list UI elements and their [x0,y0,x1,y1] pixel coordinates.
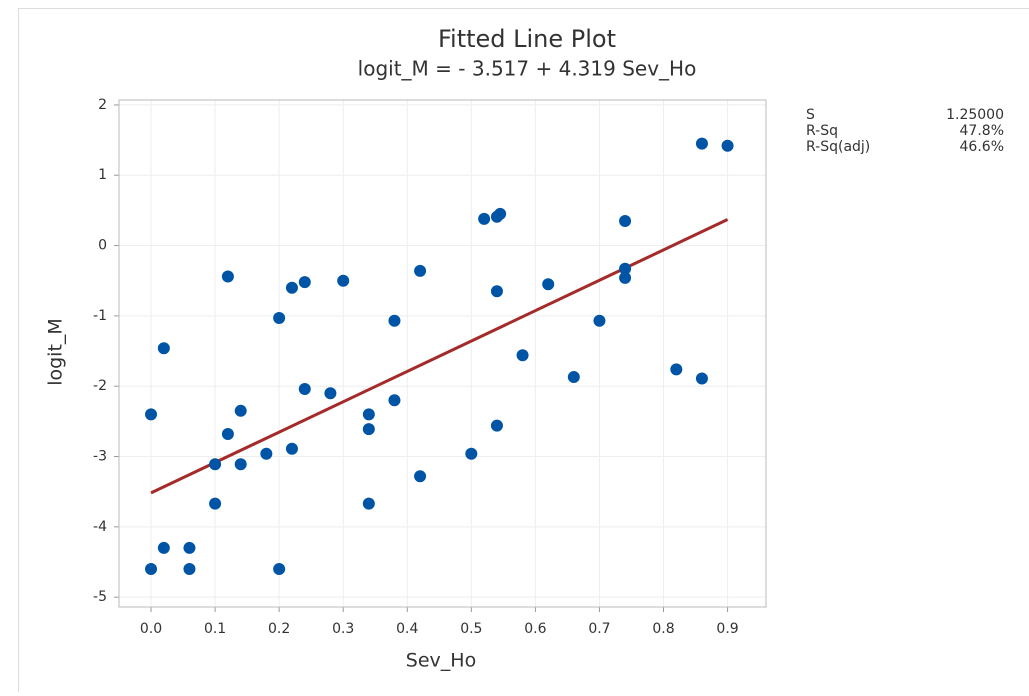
y-tick-label: -5 [93,589,107,605]
y-tick-label: 2 [98,97,107,113]
point [696,138,708,150]
point [542,278,554,290]
point [235,405,247,417]
stat-value: 1.25000 [946,107,1004,123]
x-axis-label: Sev_Ho [406,650,476,672]
point [158,542,170,554]
x-tick-label: 0.6 [524,621,546,637]
point [145,563,157,575]
y-tick-label: -2 [93,378,107,394]
point [209,458,221,470]
stat-label: S [806,107,815,123]
point [145,408,157,420]
point [273,312,285,324]
point [619,272,631,284]
point [491,285,503,297]
stat-value: 47.8% [960,123,1004,139]
point [286,443,298,455]
point [722,140,734,152]
x-tick-label: 0.3 [332,621,354,637]
point [324,387,336,399]
point [183,542,195,554]
point [414,470,426,482]
point [517,349,529,361]
point [363,408,375,420]
point [593,315,605,327]
point [299,276,311,288]
point [222,428,234,440]
x-tick-label: 0.1 [204,621,226,637]
point [286,282,298,294]
x-tick-label: 0.2 [268,621,290,637]
x-tick-label: 0.0 [140,621,162,637]
point [619,215,631,227]
point [494,208,506,220]
fit-line [151,220,728,493]
point [273,563,285,575]
point [363,423,375,435]
point [388,315,400,327]
point [388,394,400,406]
point [337,275,349,287]
point [568,371,580,383]
point [158,342,170,354]
stat-value: 46.6% [960,139,1004,155]
y-tick-label: -4 [93,519,107,535]
point [235,458,247,470]
x-tick-label: 0.7 [588,621,610,637]
point [465,448,477,460]
x-tick-label: 0.8 [652,621,674,637]
stat-label: R-Sq [806,123,838,139]
point [183,563,195,575]
point [670,363,682,375]
point [299,383,311,395]
y-tick-label: 1 [98,167,107,183]
point [260,448,272,460]
x-tick-label: 0.9 [716,621,738,637]
y-tick-label: -3 [93,449,107,465]
stat-label: R-Sq(adj) [806,139,870,155]
point [363,498,375,510]
x-tick-label: 0.5 [460,621,482,637]
y-axis-label: logit_M [45,318,67,386]
y-tick-label: -1 [93,308,107,324]
x-tick-label: 0.4 [396,621,418,637]
point [414,265,426,277]
chart-subtitle: logit_M = - 3.517 + 4.319 Sev_Ho [358,57,697,81]
point [696,372,708,384]
point [209,498,221,510]
point [478,213,490,225]
chart-title: Fitted Line Plot [438,25,616,53]
point [222,271,234,283]
y-tick-label: 0 [98,238,107,254]
point [491,420,503,432]
